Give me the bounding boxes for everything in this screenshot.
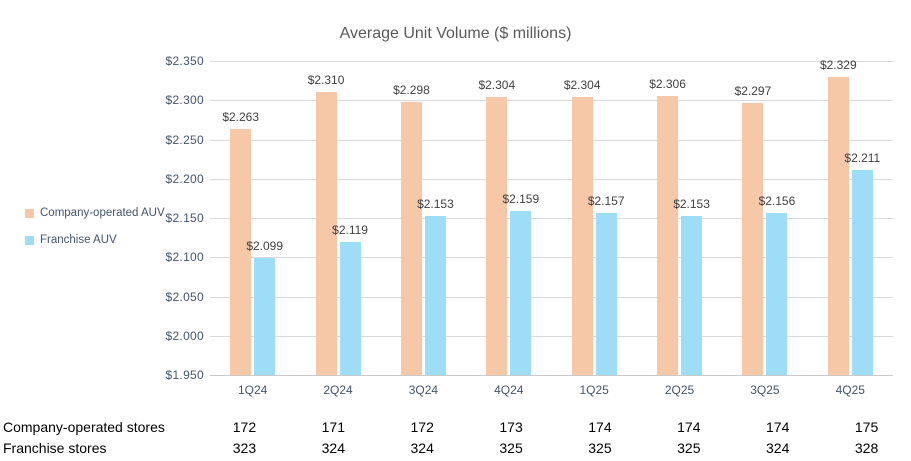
x-axis-category-label: 2Q24 bbox=[323, 383, 353, 397]
company-store-count: 172 bbox=[232, 419, 257, 435]
chart-title: Average Unit Volume ($ millions) bbox=[339, 25, 572, 42]
company-auv-data-label: $2.298 bbox=[393, 82, 430, 97]
franchise-auv-bar bbox=[766, 213, 788, 375]
table-row-label-franchise-stores: Franchise stores bbox=[3, 440, 107, 456]
y-axis-tick-label: $2.000 bbox=[165, 328, 204, 343]
company-store-count: 171 bbox=[321, 419, 345, 435]
franchise-auv-data-label: $2.153 bbox=[417, 196, 454, 211]
x-axis-category-label: 3Q24 bbox=[408, 383, 439, 397]
company-auv-bar bbox=[742, 102, 764, 375]
y-gridline bbox=[210, 178, 893, 180]
y-gridline bbox=[210, 296, 893, 298]
x-axis-category-label: 4Q25 bbox=[835, 383, 865, 397]
y-axis-tick-label: $2.050 bbox=[165, 289, 204, 304]
y-gridline bbox=[210, 375, 893, 376]
franchise-store-count: 325 bbox=[677, 440, 701, 456]
company-auv-data-label: $2.310 bbox=[307, 73, 345, 88]
franchise-store-count: 328 bbox=[854, 440, 879, 456]
franchise-auv-data-label: $2.119 bbox=[332, 223, 368, 238]
y-gridline bbox=[210, 335, 893, 337]
franchise-store-count: 324 bbox=[766, 440, 790, 456]
company-store-count: 172 bbox=[410, 419, 434, 435]
franchise-auv-data-label: $2.156 bbox=[758, 194, 796, 209]
company-store-count: 174 bbox=[677, 419, 701, 435]
company-auv-data-label: $2.329 bbox=[819, 58, 857, 73]
franchise-auv-bar bbox=[851, 170, 873, 375]
franchise-store-count: 325 bbox=[499, 440, 523, 456]
y-axis-tick-label: $2.200 bbox=[165, 171, 204, 186]
franchise-store-count: 324 bbox=[410, 440, 434, 456]
company-auv-bar bbox=[486, 97, 508, 375]
company-auv-data-label: $2.263 bbox=[222, 110, 260, 125]
company-store-count: 173 bbox=[499, 419, 523, 435]
franchise-auv-bar bbox=[595, 212, 617, 375]
company-auv-data-label: $2.304 bbox=[478, 78, 516, 93]
franchise-store-count: 324 bbox=[321, 440, 345, 456]
company-auv-bar bbox=[315, 92, 337, 375]
table-row-label-company-stores: Company-operated stores bbox=[3, 419, 165, 435]
company-auv-bar bbox=[230, 129, 252, 375]
y-axis-tick-label: $2.350 bbox=[165, 54, 204, 68]
x-axis-category-label: 1Q24 bbox=[238, 383, 268, 397]
franchise-auv-data-label: $2.157 bbox=[587, 193, 625, 208]
franchise-auv-data-label: $2.153 bbox=[673, 196, 710, 211]
legend-item-franchise: Franchise AUV bbox=[25, 234, 117, 246]
franchise-auv-data-label: $2.159 bbox=[502, 191, 540, 206]
y-axis-tick-label: $2.300 bbox=[165, 93, 204, 108]
x-axis-category-label: 3Q25 bbox=[750, 383, 780, 397]
franchise-auv-bar bbox=[254, 258, 276, 375]
franchise-store-count: 323 bbox=[232, 440, 257, 456]
company-auv-bar bbox=[827, 77, 849, 375]
company-auv-data-label: $2.306 bbox=[649, 76, 686, 91]
y-gridline bbox=[210, 257, 893, 259]
company-auv-bar bbox=[571, 97, 593, 375]
x-axis-category-label: 1Q25 bbox=[579, 383, 609, 397]
company-store-count: 175 bbox=[854, 419, 879, 435]
legend-label-franchise: Franchise AUV bbox=[40, 234, 117, 246]
company-store-count: 174 bbox=[766, 419, 790, 435]
y-gridline bbox=[210, 100, 893, 102]
y-axis-tick-label: $1.950 bbox=[165, 368, 204, 382]
franchise-series-swatch-icon bbox=[25, 235, 34, 245]
y-gridline bbox=[210, 139, 893, 141]
franchise-auv-bar bbox=[510, 210, 532, 375]
legend-label-company: Company-operated AUV bbox=[40, 207, 165, 219]
y-gridline bbox=[210, 61, 893, 62]
franchise-store-count: 325 bbox=[588, 440, 612, 456]
franchise-auv-bar bbox=[424, 215, 446, 375]
y-axis-tick-label: $2.150 bbox=[165, 211, 204, 225]
franchise-auv-bar bbox=[681, 215, 703, 375]
company-auv-bar bbox=[657, 95, 679, 375]
x-axis-category-label: 2Q25 bbox=[664, 383, 695, 397]
company-auv-data-label: $2.297 bbox=[734, 83, 772, 98]
company-store-count: 174 bbox=[588, 419, 612, 435]
y-gridline bbox=[210, 218, 893, 219]
x-axis-category-label: 4Q24 bbox=[494, 383, 524, 397]
company-series-swatch-icon bbox=[25, 208, 34, 218]
y-axis-tick-label: $2.250 bbox=[165, 132, 204, 147]
franchise-auv-data-label: $2.099 bbox=[246, 239, 284, 254]
franchise-auv-bar bbox=[339, 242, 361, 375]
franchise-auv-data-label: $2.211 bbox=[844, 151, 881, 166]
legend-item-company: Company-operated AUV bbox=[25, 207, 165, 219]
y-axis-tick-label: $2.100 bbox=[165, 250, 204, 265]
company-auv-data-label: $2.304 bbox=[563, 78, 601, 93]
company-auv-bar bbox=[400, 101, 422, 375]
